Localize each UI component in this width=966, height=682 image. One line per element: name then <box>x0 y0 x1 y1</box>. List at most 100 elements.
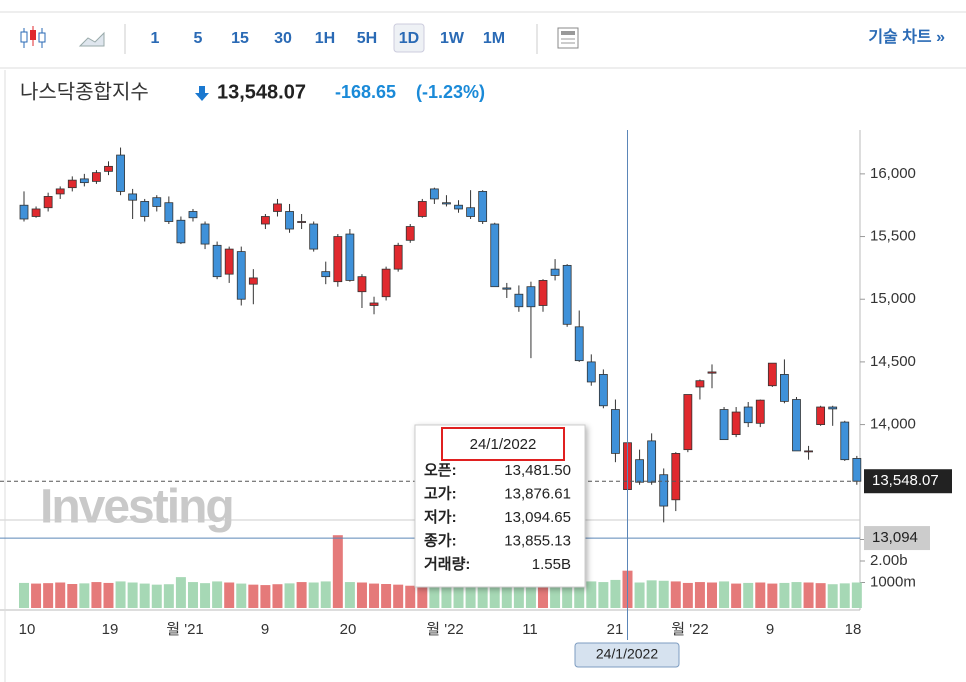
volume-bar <box>224 582 235 608</box>
candle-body <box>405 226 415 241</box>
candle-body <box>393 244 403 270</box>
volume-bar <box>236 583 247 608</box>
interval-button[interactable]: 30 <box>274 30 292 47</box>
candle-body <box>804 450 813 453</box>
volume-bar <box>151 584 162 608</box>
volume-bar <box>163 584 174 608</box>
candle-body <box>659 474 669 507</box>
volume-bar <box>827 584 838 608</box>
volume-bar <box>43 583 54 608</box>
volume-bar <box>839 583 850 608</box>
tooltip-key: 고가: <box>424 485 457 502</box>
candle-icon[interactable] <box>20 26 46 48</box>
volume-tick-label: 1000m <box>870 573 916 590</box>
volume-bar <box>646 580 657 608</box>
volume-bar <box>634 582 645 608</box>
tooltip-key: 종가: <box>424 532 457 549</box>
crosshair-price-box <box>864 526 930 551</box>
interval-button[interactable]: 1W <box>440 30 465 47</box>
volume-bar <box>369 583 380 608</box>
candle-body <box>200 223 210 245</box>
candle-body <box>454 204 463 210</box>
candle-body <box>731 411 741 436</box>
volume-bar <box>815 583 826 608</box>
candle-body <box>43 196 53 209</box>
y-tick-label: 16,000 <box>870 165 916 182</box>
candle-body <box>852 458 862 482</box>
volume-bar <box>212 581 223 608</box>
candle-body <box>598 374 608 407</box>
candle-body <box>369 302 379 306</box>
candle-body <box>840 421 850 461</box>
candle-body <box>417 201 427 217</box>
candle-body <box>671 453 681 501</box>
volume-bar <box>525 582 536 608</box>
volume-bar <box>91 582 102 608</box>
volume-bar <box>429 586 440 608</box>
y-tick-label: 15,000 <box>870 290 916 307</box>
interval-button[interactable]: 15 <box>231 30 249 47</box>
candle-body <box>31 208 41 217</box>
x-tick-label: 월 '22 <box>671 621 709 638</box>
layout-icon[interactable] <box>557 27 579 49</box>
candle-body <box>92 172 101 182</box>
y-tick-label: 15,500 <box>870 228 916 245</box>
technical-chart-link[interactable]: 기술 차트 » <box>868 28 945 46</box>
candle-body <box>780 374 789 402</box>
area-icon[interactable] <box>78 31 105 47</box>
interval-button[interactable]: 1 <box>151 30 160 47</box>
volume-bar <box>743 582 754 608</box>
candle-body <box>164 202 174 222</box>
tooltip-value: 13,876.61 <box>504 485 571 502</box>
volume-bar <box>791 582 802 608</box>
candle-body <box>176 219 186 244</box>
candle-body <box>260 216 270 225</box>
candle-body <box>297 221 307 223</box>
volume-bar <box>55 582 66 608</box>
candle-body <box>19 204 29 220</box>
x-tick-label: 20 <box>340 621 357 638</box>
candle-body <box>67 179 77 189</box>
interval-button[interactable]: 5H <box>357 30 377 47</box>
tooltip-date: 24/1/2022 <box>470 436 537 453</box>
volume-bar <box>441 586 452 608</box>
volume-bar <box>682 582 693 608</box>
volume-bar <box>803 582 814 608</box>
volume-bar <box>175 577 186 608</box>
x-tick-label: 21 <box>607 621 624 638</box>
candle-body <box>828 406 838 410</box>
last-price-box <box>864 469 952 494</box>
volume-bar <box>562 582 573 608</box>
volume-bar <box>19 582 29 608</box>
x-tick-label: 월 '21 <box>166 621 204 638</box>
last-price-label: 13,548.07 <box>872 472 939 489</box>
candle-body <box>273 203 282 212</box>
candle-body <box>743 406 753 424</box>
candle-body <box>816 406 826 425</box>
tooltip-key: 오픈: <box>424 462 457 479</box>
x-tick-label: 19 <box>102 621 119 638</box>
volume-bar <box>284 583 295 608</box>
volume-bar <box>670 581 681 608</box>
x-tick-label: 10 <box>19 621 36 638</box>
candle-body <box>152 197 162 207</box>
volume-bar <box>453 585 464 608</box>
interval-button[interactable]: 5 <box>194 30 203 47</box>
candle-body <box>285 211 294 230</box>
candle-body <box>212 244 222 278</box>
interval-button[interactable]: 1D <box>399 30 419 47</box>
interval-button[interactable]: 1M <box>483 30 505 47</box>
candle-body <box>140 201 150 217</box>
candle-body <box>695 380 705 388</box>
candle-body <box>792 399 801 452</box>
crosshair-date-box <box>574 642 680 668</box>
candle-body <box>514 293 524 308</box>
watermark: Investing <box>40 481 233 534</box>
candle-body <box>128 193 138 201</box>
volume-bar <box>296 582 307 608</box>
interval-button[interactable]: 1H <box>315 30 335 47</box>
candle-body <box>321 271 331 278</box>
volume-bar <box>851 582 862 608</box>
crosshair-price-label: 13,094 <box>872 529 918 546</box>
tooltip-value: 13,855.13 <box>504 532 571 549</box>
